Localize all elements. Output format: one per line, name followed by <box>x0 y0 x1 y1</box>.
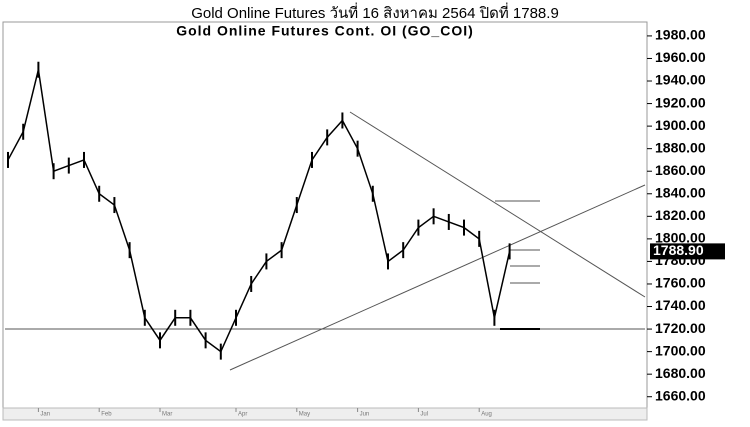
chart-title: Gold Online Futures วันที่ 16 สิงหาคม 25… <box>191 2 559 22</box>
x-tick-label: Aug <box>481 412 492 418</box>
y-tick-label: 1740.00 <box>655 297 706 313</box>
x-tick-label: Mar <box>162 412 172 418</box>
x-tick-label: Jan <box>40 412 50 418</box>
y-tick-label: 1840.00 <box>655 184 706 200</box>
y-tick-label: 1800.00 <box>655 230 706 246</box>
y-tick-label: 1760.00 <box>655 275 706 291</box>
y-tick-label: 1860.00 <box>655 162 706 178</box>
x-tick-label: Feb <box>101 412 112 418</box>
y-tick-label: 1700.00 <box>655 342 706 358</box>
chart-subtitle: Gold Online Futures Cont. OI (GO_COI) <box>176 23 474 39</box>
y-tick-label: 1880.00 <box>655 139 706 155</box>
plot-frame <box>2 21 648 409</box>
x-axis-strip <box>2 407 648 421</box>
x-tick-label: Jun <box>360 412 370 418</box>
y-tick-label: 1720.00 <box>655 320 706 336</box>
y-tick-label: 1820.00 <box>655 207 706 223</box>
x-tick-label: Jul <box>420 412 428 418</box>
x-tick-label: May <box>299 412 310 418</box>
last-price-box <box>650 243 725 260</box>
y-tick-label: 1960.00 <box>655 49 706 65</box>
x-tick-label: Apr <box>238 412 247 418</box>
y-tick-label: 1900.00 <box>655 117 706 133</box>
y-tick-label: 1940.00 <box>655 72 706 88</box>
y-tick-label: 1920.00 <box>655 94 706 110</box>
trend-lines <box>5 111 646 371</box>
last-price-label: 1788.90 <box>653 242 704 258</box>
price-line <box>7 69 511 353</box>
y-tick-label: 1980.00 <box>655 27 706 43</box>
y-tick-label: 1680.00 <box>655 365 706 381</box>
y-tick-label: 1660.00 <box>655 387 706 403</box>
